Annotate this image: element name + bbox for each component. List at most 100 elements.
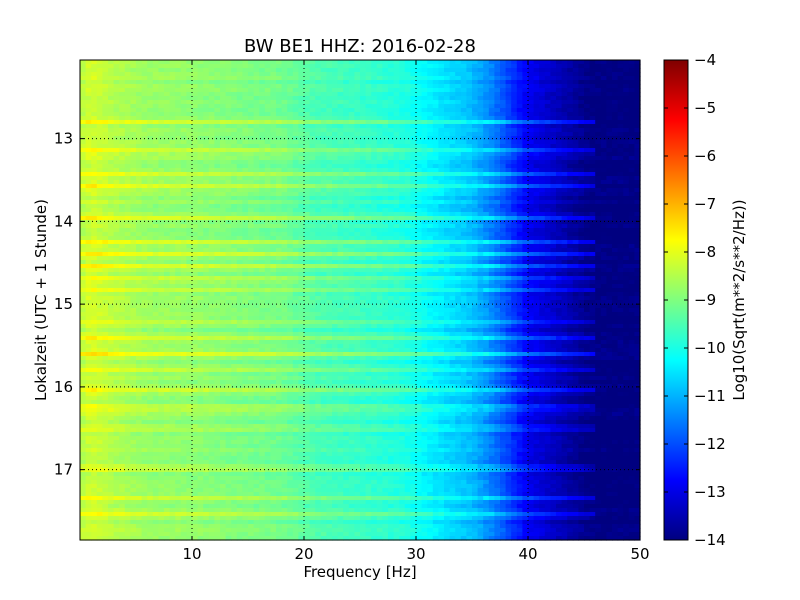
heatmap-cell bbox=[505, 208, 512, 213]
heatmap-cell bbox=[158, 124, 165, 129]
heatmap-cell bbox=[382, 256, 389, 261]
heatmap-cell bbox=[298, 212, 305, 217]
heatmap-cell bbox=[634, 92, 641, 97]
heatmap-cell bbox=[606, 172, 613, 177]
heatmap-cell bbox=[337, 224, 344, 229]
heatmap-cell bbox=[276, 164, 283, 169]
heatmap-cell bbox=[539, 144, 546, 149]
heatmap-cell bbox=[584, 212, 591, 217]
heatmap-cell bbox=[119, 116, 126, 121]
heatmap-cell bbox=[449, 252, 456, 257]
heatmap-cell bbox=[628, 116, 635, 121]
heatmap-cell bbox=[511, 252, 518, 257]
heatmap-cell bbox=[208, 128, 215, 133]
heatmap-cell bbox=[91, 124, 98, 129]
heatmap-cell bbox=[354, 108, 361, 113]
heatmap-cell bbox=[528, 204, 535, 209]
heatmap-cell bbox=[460, 256, 467, 261]
heatmap-cell bbox=[113, 212, 120, 217]
heatmap-cell bbox=[567, 136, 574, 141]
heatmap-cell bbox=[186, 160, 193, 165]
heatmap-cell bbox=[164, 224, 171, 229]
heatmap-cell bbox=[595, 120, 602, 125]
heatmap-cell bbox=[455, 208, 462, 213]
heatmap-cell bbox=[432, 148, 439, 153]
heatmap-cell bbox=[516, 244, 523, 249]
heatmap-cell bbox=[231, 208, 238, 213]
heatmap-cell bbox=[203, 256, 210, 261]
heatmap-cell bbox=[337, 204, 344, 209]
heatmap-cell bbox=[606, 68, 613, 73]
heatmap-cell bbox=[270, 72, 277, 77]
heatmap-cell bbox=[444, 108, 451, 113]
heatmap-cell bbox=[248, 112, 255, 117]
heatmap-cell bbox=[567, 164, 574, 169]
heatmap-cell bbox=[343, 140, 350, 145]
heatmap-cell bbox=[276, 232, 283, 237]
heatmap-cell bbox=[85, 112, 92, 117]
heatmap-cell bbox=[332, 176, 339, 181]
heatmap-cell bbox=[628, 132, 635, 137]
heatmap-cell bbox=[438, 76, 445, 81]
heatmap-cell bbox=[488, 252, 495, 257]
heatmap-cell bbox=[309, 88, 316, 93]
heatmap-cell bbox=[382, 112, 389, 117]
heatmap-cell bbox=[309, 144, 316, 149]
heatmap-cell bbox=[259, 172, 266, 177]
heatmap-cell bbox=[192, 196, 199, 201]
heatmap-cell bbox=[371, 92, 378, 97]
heatmap-cell bbox=[600, 88, 607, 93]
heatmap-cell bbox=[113, 112, 120, 117]
heatmap-cell bbox=[584, 252, 591, 257]
heatmap-cell bbox=[505, 188, 512, 193]
heatmap-cell bbox=[108, 216, 115, 221]
heatmap-cell bbox=[91, 160, 98, 165]
heatmap-cell bbox=[141, 192, 148, 197]
heatmap-cell bbox=[556, 112, 563, 117]
heatmap-cell bbox=[550, 184, 557, 189]
heatmap-cell bbox=[287, 252, 294, 257]
heatmap-cell bbox=[511, 152, 518, 157]
heatmap-cell bbox=[556, 60, 563, 65]
heatmap-cell bbox=[365, 96, 372, 101]
heatmap-cell bbox=[186, 104, 193, 109]
heatmap-cell bbox=[438, 236, 445, 241]
heatmap-cell bbox=[505, 128, 512, 133]
heatmap-cell bbox=[539, 120, 546, 125]
heatmap-cell bbox=[320, 136, 327, 141]
heatmap-cell bbox=[175, 200, 182, 205]
heatmap-cell bbox=[595, 192, 602, 197]
heatmap-cell bbox=[315, 192, 322, 197]
heatmap-cell bbox=[180, 204, 187, 209]
heatmap-cell bbox=[270, 116, 277, 121]
heatmap-cell bbox=[444, 60, 451, 65]
heatmap-cell bbox=[382, 164, 389, 169]
heatmap-cell bbox=[606, 112, 613, 117]
heatmap-cell bbox=[416, 176, 423, 181]
heatmap-cell bbox=[561, 76, 568, 81]
heatmap-cell bbox=[483, 96, 490, 101]
heatmap-cell bbox=[281, 132, 288, 137]
heatmap-cell bbox=[164, 80, 171, 85]
heatmap-cell bbox=[416, 188, 423, 193]
heatmap-cell bbox=[460, 232, 467, 237]
heatmap-cell bbox=[360, 68, 367, 73]
heatmap-cell bbox=[136, 232, 143, 237]
heatmap-cell bbox=[455, 244, 462, 249]
heatmap-cell bbox=[600, 148, 607, 153]
heatmap-cell bbox=[248, 216, 255, 221]
heatmap-cell bbox=[253, 72, 260, 77]
heatmap-cell bbox=[533, 200, 540, 205]
heatmap-cell bbox=[175, 212, 182, 217]
heatmap-cell bbox=[365, 112, 372, 117]
heatmap-cell bbox=[528, 88, 535, 93]
heatmap-cell bbox=[309, 220, 316, 225]
heatmap-cell bbox=[270, 92, 277, 97]
heatmap-cell bbox=[197, 236, 204, 241]
heatmap-cell bbox=[578, 148, 585, 153]
heatmap-cell bbox=[539, 128, 546, 133]
heatmap-cell bbox=[360, 128, 367, 133]
heatmap-cell bbox=[192, 144, 199, 149]
heatmap-cell bbox=[371, 232, 378, 237]
heatmap-cell bbox=[276, 84, 283, 89]
